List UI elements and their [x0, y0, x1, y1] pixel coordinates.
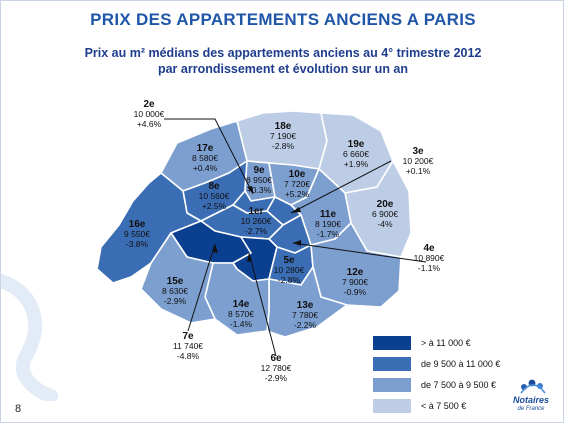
label-3e-change: +0.1% — [406, 166, 431, 176]
label-8e-price: 10 560€ — [199, 191, 230, 201]
arrowhead-6e — [247, 253, 252, 262]
notaires-logo-icon — [520, 379, 546, 394]
label-19e-name: 19e — [348, 139, 365, 150]
label-15e-change: -2.9% — [164, 296, 187, 306]
label-11e-name: 11e — [320, 209, 337, 220]
label-1er-price: 10 260€ — [241, 216, 272, 226]
legend-label-tier2: de 9 500 à 11 000 € — [421, 359, 500, 369]
label-7e-price: 11 740€ — [173, 341, 203, 351]
logo-subtitle: de France — [517, 406, 545, 412]
label-17e-price: 8 580€ — [192, 153, 218, 163]
label-14e-change: -1.4% — [230, 319, 253, 329]
subtitle-line-2: par arrondissement et évolution sur un a… — [157, 62, 409, 76]
label-12e-name: 12e — [347, 267, 364, 278]
label-16e-price: 9 550€ — [124, 229, 150, 239]
label-2e-change: +4.6% — [137, 119, 162, 129]
label-11e-change: -1.7% — [317, 229, 340, 239]
slide-title: PRIX DES APPARTEMENTS ANCIENS A PARIS — [90, 10, 476, 29]
arrowhead-3e — [291, 207, 301, 213]
label-10e-name: 10e — [289, 169, 306, 180]
label-5e-change: -2.8% — [278, 275, 301, 285]
label-15e-price: 8 630€ — [162, 286, 188, 296]
label-19e-change: +1.9% — [344, 159, 369, 169]
label-4e-change: -1.1% — [418, 263, 441, 273]
label-3e-name: 3e — [412, 146, 424, 157]
zone-15e[interactable] — [140, 232, 216, 324]
label-6e-price: 12 780€ — [261, 363, 292, 373]
label-16e-change: -3.8% — [126, 239, 149, 249]
logo-name: Notaires — [512, 395, 549, 405]
label-17e-change: +0.4% — [193, 163, 218, 173]
label-9e-price: 8 950€ — [246, 175, 272, 185]
arrow-2e — [164, 118, 254, 195]
legend-label-tier3: de 7 500 à 9 500 € — [421, 380, 496, 390]
label-9e-name: 9e — [253, 165, 265, 176]
label-4e-name: 4e — [423, 243, 435, 254]
label-11e-price: 8 190€ — [315, 219, 341, 229]
label-6e-name: 6e — [270, 353, 282, 364]
subtitle-line-1: Prix au m² médians des appartements anci… — [84, 46, 482, 60]
label-4e-price: 10 890€ — [414, 253, 445, 263]
label-13e-name: 13e — [297, 300, 314, 311]
arrow-4e — [292, 242, 427, 263]
arrow-3e — [290, 160, 392, 214]
arrow-7e — [187, 243, 216, 332]
arrow-6e — [248, 252, 277, 357]
label-20e-name: 20e — [377, 199, 394, 210]
label-13e-change: -2.2% — [294, 320, 317, 330]
label-13e-price: 7 780€ — [292, 310, 318, 320]
label-12e-price: 7 900€ — [342, 277, 368, 287]
label-10e-change: +5.2% — [285, 189, 310, 199]
legend-swatch-tier4 — [373, 399, 411, 413]
legend: > à 11 000 € de 9 500 à 11 000 € de 7 500 … — [373, 336, 500, 413]
legend-swatch-tier2 — [373, 357, 411, 371]
label-2e-name: 2e — [143, 99, 155, 110]
label-3e-price: 10 200€ — [403, 156, 434, 166]
label-12e-change: -0.9% — [344, 287, 367, 297]
label-14e-name: 14e — [233, 299, 250, 310]
legend-swatch-tier1 — [373, 336, 411, 350]
label-2e-price: 10 000€ — [134, 109, 165, 119]
label-7e-name: 7e — [182, 331, 194, 342]
label-17e-name: 17e — [197, 143, 214, 154]
label-5e-name: 5e — [283, 255, 295, 266]
arrowhead-4e — [293, 240, 301, 246]
label-18e-name: 18e — [275, 121, 292, 132]
label-8e-name: 8e — [208, 181, 220, 192]
label-20e-change: -4% — [377, 219, 393, 229]
label-10e-price: 7 720€ — [284, 179, 310, 189]
label-18e-price: 7 190€ — [270, 131, 296, 141]
decorative-swirl-icon — [1, 274, 58, 401]
label-19e-price: 6 660€ — [343, 149, 369, 159]
legend-label-tier1: > à 11 000 € — [421, 338, 471, 348]
arrowhead-2e — [247, 186, 253, 194]
page-number: 8 — [15, 403, 22, 415]
zone-16e[interactable] — [96, 172, 202, 284]
label-15e-name: 15e — [167, 276, 184, 287]
label-1er-name: 1er — [248, 206, 263, 217]
label-9e-change: +0.3% — [247, 185, 272, 195]
label-20e-price: 6 900€ — [372, 209, 398, 219]
label-5e-price: 10 280€ — [274, 265, 305, 275]
label-16e-name: 16e — [129, 219, 146, 230]
label-8e-change: +2.5% — [202, 201, 227, 211]
legend-label-tier4: < à 7 500 € — [421, 401, 466, 411]
arrowhead-7e — [213, 244, 218, 253]
label-6e-change: -2.9% — [265, 373, 288, 383]
label-18e-change: -2.8% — [272, 141, 295, 151]
legend-swatch-tier3 — [373, 378, 411, 392]
label-14e-price: 8 570€ — [228, 309, 254, 319]
label-7e-change: -4.8% — [177, 351, 200, 361]
slide-subtitle: Prix au m² médians des appartements anci… — [1, 45, 564, 77]
label-1er-change: -2.7% — [245, 226, 268, 236]
